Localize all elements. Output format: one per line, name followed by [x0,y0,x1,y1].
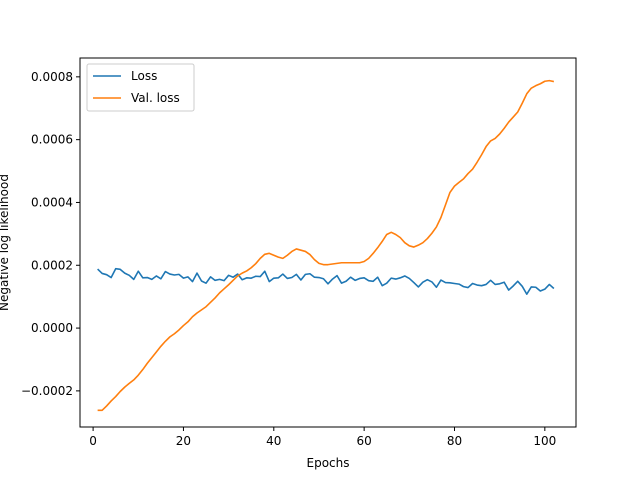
plot-area [97,79,555,412]
y-tick-label: 0.0004 [31,195,73,209]
x-axis-label: Epochs [307,456,350,470]
x-tick-label: 80 [447,434,462,448]
x-tick-label: 60 [356,434,371,448]
x-tick-label: 100 [533,434,556,448]
x-tick-label: 40 [266,434,281,448]
legend-label-loss: Loss [131,69,157,83]
y-tick-label: 0.0002 [31,258,73,272]
x-tick-label: 20 [176,434,191,448]
series-line-val-loss [97,79,555,412]
x-tick-label: 0 [89,434,97,448]
y-tick-label: 0.0008 [31,70,73,84]
y-tick-label: −0.0002 [21,384,73,398]
axes-frame [79,57,577,428]
legend: Loss Val. loss [86,63,195,112]
axis-ticks: 0 20 40 60 80 100 −0.0002 0.0000 0.0002 0.0004 0.0… [21,70,556,448]
y-axis-label: Negative log likelihood [0,174,11,311]
legend-label-val-loss: Val. loss [131,91,180,105]
y-tick-label: 0.0000 [31,321,73,335]
y-tick-label: 0.0006 [31,133,73,147]
series-line-loss [97,267,555,295]
